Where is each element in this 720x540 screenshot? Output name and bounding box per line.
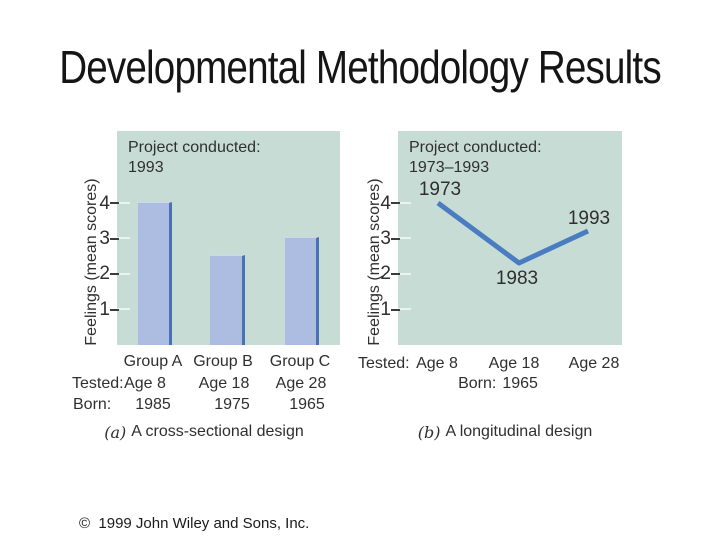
chart-b-ytick-3: 3 [380,228,391,249]
chart-a-category-group-c: Group C [269,353,331,370]
chart-b-born-row: Born: 1965 [428,375,568,393]
point-label-1973: 1973 [418,179,462,200]
chart-a-born-label: Born: [73,396,112,413]
chart-b-tick-mark-4 [391,202,400,204]
slide-title: Developmental Methodology Results [59,41,661,93]
chart-b-tick-mark-3 [391,238,400,240]
chart-a-tick-mark-4 [110,202,119,204]
chart-b-conducted-years: 1973–1993 [409,159,490,176]
chart-a-caption-prefix: (a) [104,423,127,442]
chart-b-inner-tick-4 [398,202,411,204]
chart-b-ytick-2: 2 [380,263,391,284]
chart-a-born-year-3: 1965 [289,396,325,413]
chart-a-tick-mark-1 [110,309,119,311]
chart-a-y-axis-label: Feelings (mean scores) [83,178,100,346]
chart-b-caption: (b) A longitudinal design [385,423,625,442]
point-label-1983: 1983 [495,268,539,289]
chart-b-inner-tick-3 [398,237,411,239]
chart-a-ytick-4: 4 [99,193,110,214]
chart-a-tested-age-1: Age 8 [124,375,166,392]
chart-b-ytick-1: 1 [380,299,391,320]
chart-b-tested-label: Tested: [358,355,410,372]
bar-group-b [210,255,245,345]
trend-line-svg [436,200,590,266]
chart-a-tick-mark-2 [110,273,119,275]
chart-a-inner-tick-3 [117,237,130,239]
chart-b-tick-mark-2 [391,273,400,275]
chart-a-inner-tick-2 [117,273,130,275]
chart-b-conducted-title: Project conducted: 1973–1993 [409,138,542,178]
chart-a-conducted-label: Project conducted: [128,139,261,156]
point-label-1993: 1993 [567,208,611,229]
chart-a-caption: (a) A cross-sectional design [84,423,324,442]
chart-b-tick-mark-1 [391,309,400,311]
chart-b-tested-age-1: Age 8 [416,355,458,372]
chart-a-inner-tick-1 [117,308,130,310]
chart-a-ytick-2: 2 [99,263,110,284]
chart-b-y-axis-label: Feelings (mean scores) [366,178,383,346]
chart-b-ytick-4: 4 [380,193,391,214]
chart-b-inner-tick-1 [398,308,411,310]
chart-b-plot-area: Project conducted: 1973–1993 [398,131,622,345]
chart-a-tested-label: Tested: [72,375,124,392]
chart-b-tested-age-3: Age 28 [568,355,620,372]
bar-group-c [285,237,319,345]
chart-a-ytick-1: 1 [99,299,110,320]
chart-b-tested-age-2: Age 18 [488,355,540,372]
trend-line [436,200,590,266]
chart-b-inner-tick-2 [398,273,411,275]
copyright-line: © 1999 John Wiley and Sons, Inc. [79,515,310,532]
chart-a-ytick-3: 3 [99,228,110,249]
chart-b-caption-text: A longitudinal design [445,423,593,440]
chart-b-caption-prefix: (b) [417,423,441,442]
chart-b-born-year: 1965 [502,375,538,392]
chart-a-tick-mark-3 [110,238,119,240]
chart-a-caption-text: A cross-sectional design [131,423,304,440]
chart-a-born-year-2: 1975 [214,396,250,413]
chart-b-born-label: Born: [458,375,497,392]
chart-a-tested-age-2: Age 18 [198,375,250,392]
chart-a-conducted-year: 1993 [128,159,164,176]
chart-a-plot-area: Project conducted: 1993 [117,131,340,345]
chart-a-inner-tick-4 [117,202,130,204]
chart-a-category-group-b: Group B [193,353,253,370]
chart-a-born-year-1: 1985 [135,396,171,413]
chart-a-conducted-title: Project conducted: 1993 [128,138,261,178]
chart-b-conducted-label: Project conducted: [409,139,542,156]
bar-group-a [138,202,172,345]
chart-a-tested-age-3: Age 28 [275,375,327,392]
chart-a-category-group-a: Group A [123,353,183,370]
